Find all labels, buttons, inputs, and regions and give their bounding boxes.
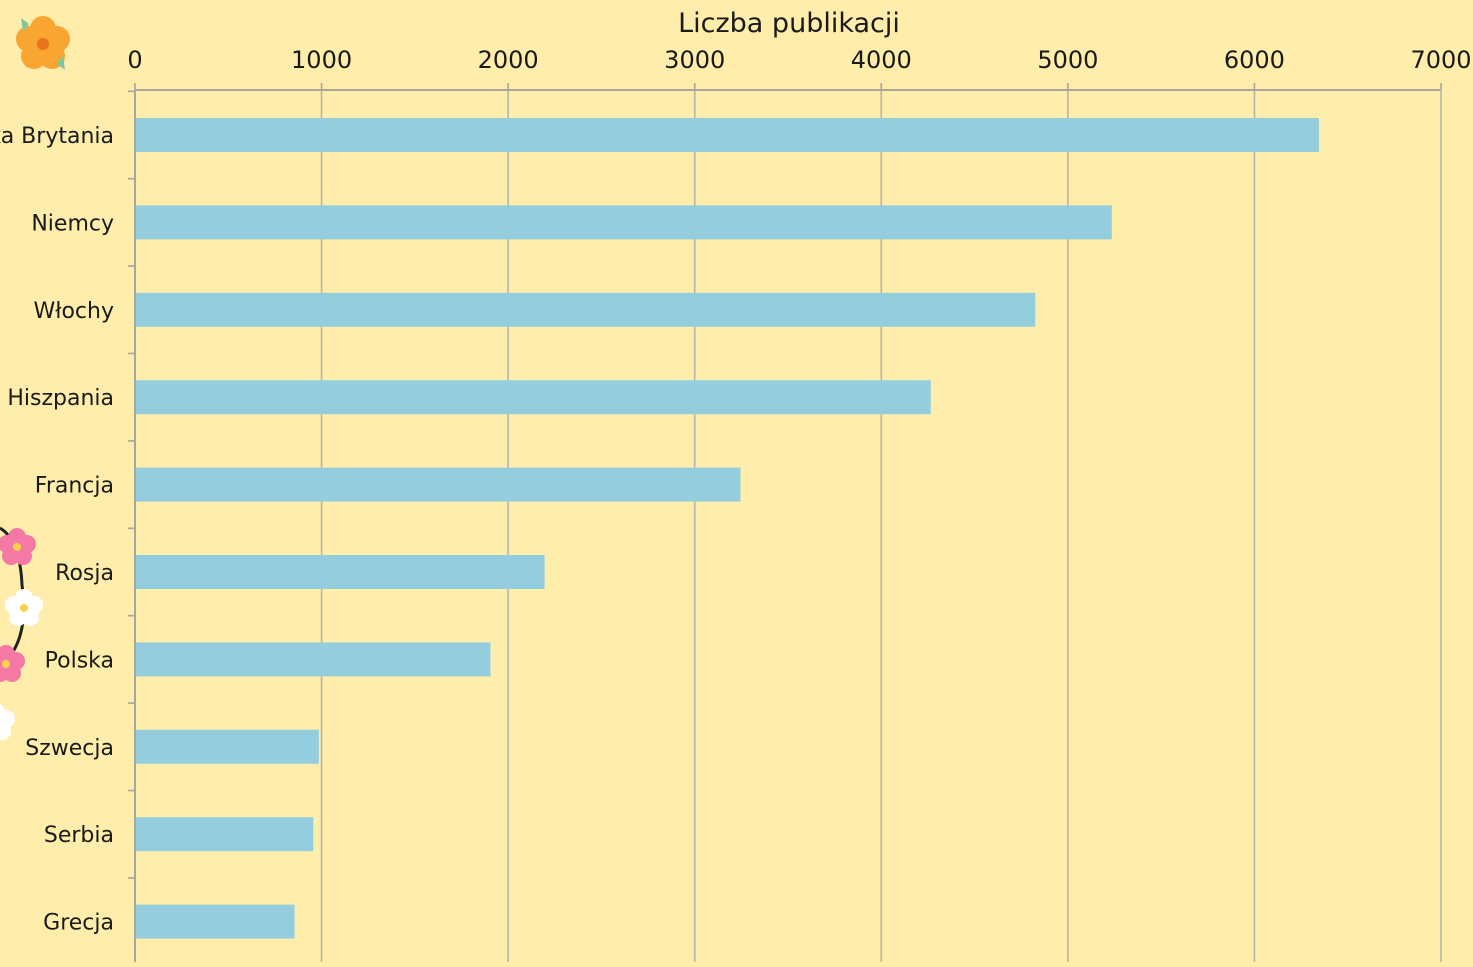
y-category-label: Rosja <box>55 561 114 586</box>
bar <box>136 729 319 764</box>
bar <box>136 817 314 852</box>
y-category-label: Niemcy <box>31 211 114 236</box>
bars <box>136 118 1319 939</box>
orange-flower-icon <box>16 16 70 70</box>
y-category-label: Szwecja <box>25 736 114 761</box>
x-axis-title: Liczba publikacji <box>678 8 900 39</box>
y-category-label: Polska <box>45 648 114 673</box>
bar <box>136 380 931 415</box>
x-tick-label: 4000 <box>851 46 912 74</box>
labels: 0 1000 2000 3000 4000 5000 6000 7000 Wielka Bryt… <box>0 46 1472 936</box>
y-category-label: Francja <box>35 474 114 499</box>
bar <box>136 904 295 939</box>
bar <box>136 467 741 502</box>
y-category-label: Serbia <box>44 823 114 848</box>
bar <box>136 642 491 677</box>
y-category-label: Grecja <box>43 911 114 936</box>
bar <box>136 205 1112 240</box>
axes <box>128 83 1442 962</box>
bar <box>136 555 545 589</box>
y-category-label: Włochy <box>33 299 114 324</box>
x-tick-label: 5000 <box>1037 46 1098 74</box>
x-tick-label: 0 <box>127 46 142 74</box>
x-tick-label: 6000 <box>1224 46 1285 74</box>
x-tick-label: 7000 <box>1410 46 1471 74</box>
bar <box>136 292 1036 327</box>
y-category-label: Hiszpania <box>7 386 114 411</box>
bar <box>136 118 1319 152</box>
flower-garland-icons <box>0 526 43 740</box>
x-tick-label: 2000 <box>478 46 539 74</box>
y-category-label: Wielka Brytania <box>0 124 114 149</box>
x-tick-label: 1000 <box>291 46 352 74</box>
x-tick-label: 3000 <box>664 46 725 74</box>
